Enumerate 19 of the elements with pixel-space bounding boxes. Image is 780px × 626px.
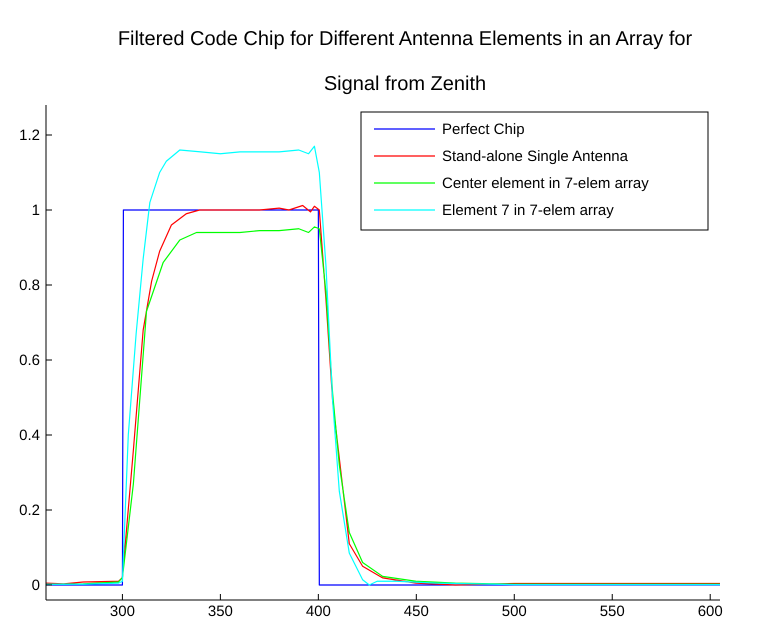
legend-label: Stand-alone Single Antenna	[442, 148, 629, 165]
y-tick-label: 1.2	[19, 127, 40, 144]
x-tick-label: 350	[208, 603, 233, 620]
y-tick-label: 0.2	[19, 502, 40, 519]
legend-label: Center element in 7-elem array	[442, 175, 650, 192]
legend-label: Perfect Chip	[442, 121, 525, 138]
x-tick-label: 600	[698, 603, 723, 620]
y-tick-label: 0.4	[19, 427, 40, 444]
x-tick-label: 500	[502, 603, 527, 620]
chart-title: Filtered Code Chip for Different Antenna Elements in an Array for Signal from Zenith	[118, 28, 693, 95]
x-tick-label: 300	[110, 603, 135, 620]
y-tick-label: 0.8	[19, 277, 40, 294]
y-tick-label: 0	[32, 577, 40, 594]
y-tick-label: 0.6	[19, 352, 40, 369]
legend-label: Element 7 in 7-elem array	[442, 202, 614, 219]
x-tick-label: 400	[306, 603, 331, 620]
y-tick-label: 1	[32, 202, 40, 219]
x-tick-label: 550	[600, 603, 625, 620]
x-tick-label: 450	[404, 603, 429, 620]
